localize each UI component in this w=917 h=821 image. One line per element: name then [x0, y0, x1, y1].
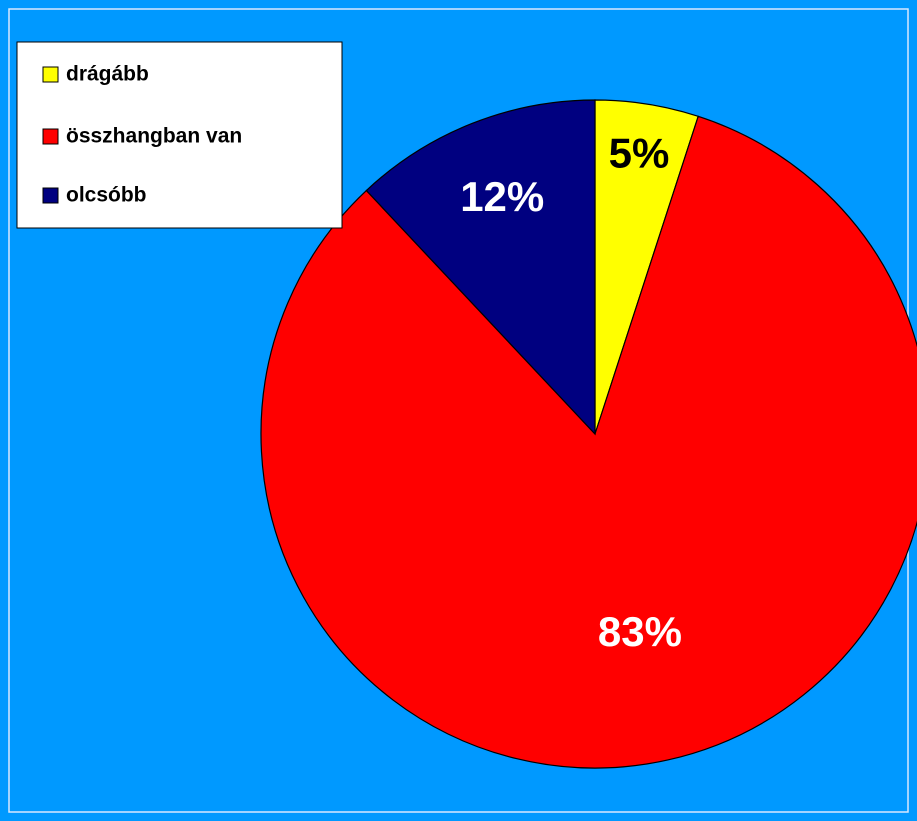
- legend-label: olcsóbb: [66, 184, 147, 207]
- legend-box: [16, 41, 343, 229]
- legend-label: drágább: [66, 63, 149, 86]
- data-label: 83%: [598, 608, 682, 655]
- data-label: 12%: [460, 173, 544, 220]
- legend-swatch: [42, 128, 59, 145]
- pie-slice: [260, 115, 917, 769]
- pie: [260, 99, 917, 769]
- legend-swatch: [42, 66, 59, 83]
- legend-swatch: [42, 187, 59, 204]
- legend: drágább összhangban van olcsóbb: [16, 41, 343, 229]
- data-label: 5%: [609, 130, 670, 177]
- pie-slice: [365, 99, 596, 436]
- legend-label: összhangban van: [66, 125, 242, 148]
